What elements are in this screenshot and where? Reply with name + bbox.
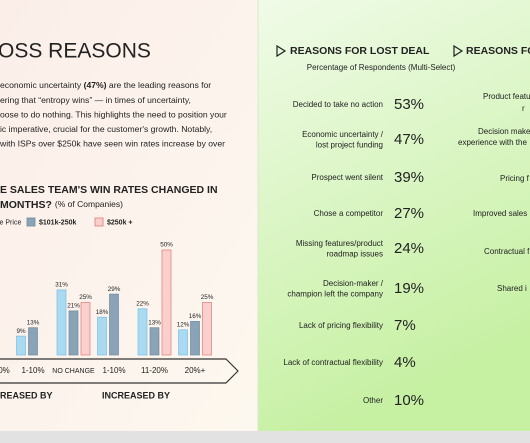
paragraph-line: with ISPs over $250k have seen win rates… (0, 138, 225, 148)
x-tick-label: NO CHANGE (52, 368, 95, 375)
row-label: Economic uncertainty / (302, 130, 384, 139)
row-value: 47% (394, 131, 424, 148)
bar (28, 327, 38, 356)
value-label: 21% (67, 303, 80, 310)
row-label: Decided to take no action (293, 100, 383, 109)
row-value: 24% (394, 240, 424, 257)
row-label: Lack of pricing flexibility (299, 321, 383, 330)
paragraph-line: economic uncertainty (47%) are the leadi… (0, 80, 211, 90)
chart-title: MONTHS? (% of Companies) (0, 199, 123, 211)
chart-title: E SALES TEAM'S WIN RATES CHANGED IN (0, 184, 218, 196)
right-panel (258, 0, 530, 431)
bar (16, 335, 26, 356)
value-label: 18% (96, 309, 109, 316)
value-label: 13% (27, 319, 40, 326)
row-value: 39% (394, 169, 424, 186)
value-label: 29% (108, 286, 121, 293)
legend-swatch (94, 217, 104, 227)
row-label: Prospect went silent (311, 173, 383, 182)
row-label: Shared i (497, 284, 527, 293)
row-label: lost project funding (316, 140, 383, 149)
row-value: 19% (394, 280, 424, 297)
paragraph-line: oose to do nothing. This highlights the … (0, 109, 227, 119)
x-tick-label: 0% (0, 366, 10, 375)
row-label: Chose a competitor (314, 209, 384, 218)
row-label: Decision make (478, 127, 530, 136)
row-label: Pricing f (500, 174, 530, 183)
value-label: 16% (189, 313, 202, 320)
axis-arrow (0, 358, 239, 384)
text: are the leading reasons for (107, 80, 212, 90)
text-bold: (47%) (84, 80, 107, 90)
icon (453, 44, 464, 58)
value-label: 9% (16, 328, 26, 335)
row-label: r (522, 104, 525, 113)
row-label: roadmap issues (327, 249, 383, 258)
x-tick-label: 1-10% (21, 366, 44, 375)
value-label: 25% (201, 294, 214, 301)
value-label: 22% (136, 300, 149, 307)
bar (68, 310, 79, 356)
x-tick-label: 20%+ (185, 366, 206, 375)
legend-swatch (26, 217, 36, 227)
text: economic uncertainty (0, 80, 84, 90)
legend-label: le Price (0, 219, 21, 226)
row-label: Lack of contractual flexibility (283, 358, 383, 367)
group-label: REASED BY (0, 390, 53, 400)
value-label: 50% (160, 242, 173, 249)
row-label: champion left the company (287, 289, 383, 298)
section-subtitle: Percentage of Respondents (Multi-Select) (307, 63, 456, 72)
legend-label: $101k-250k (39, 219, 76, 226)
bar (109, 293, 119, 356)
section-header: REASONS FOR (466, 45, 530, 57)
row-label: Other (363, 396, 383, 405)
legend-label: $250k + (107, 219, 133, 226)
row-label: Contractual f (484, 247, 530, 256)
row-label: Missing features/product (296, 239, 384, 248)
bar (161, 249, 172, 356)
value-label: 13% (148, 319, 161, 326)
paragraph-line: ic imperative, crucial for the customer'… (0, 124, 212, 134)
bar (137, 308, 148, 356)
x-tick-label: 11-20% (141, 366, 168, 375)
left-title: OSS REASONS (0, 40, 151, 63)
text: (% of Companies) (55, 199, 123, 209)
x-tick-label: 1-10% (102, 366, 125, 375)
bar (190, 321, 200, 356)
row-value: 53% (394, 96, 424, 113)
bar (202, 302, 212, 356)
row-value: 7% (394, 317, 416, 334)
row-label: Decision-maker / (323, 279, 384, 288)
bar (56, 289, 67, 356)
row-value: 4% (394, 354, 416, 371)
value-label: 31% (55, 282, 68, 289)
text: MONTHS? (0, 199, 52, 211)
bar (178, 329, 188, 356)
row-value: 27% (394, 205, 424, 222)
bar (149, 327, 160, 356)
group-label: INCREASED BY (102, 390, 170, 400)
value-label: 12% (177, 321, 190, 328)
bar (80, 302, 91, 356)
bar (97, 316, 107, 356)
icon (276, 44, 287, 58)
row-label: Improved sales (473, 209, 527, 218)
row-value: 10% (394, 392, 424, 409)
row-label: experience with the (458, 138, 527, 147)
paragraph-line: ering that “entropy wins” — in times of … (0, 95, 191, 105)
section-header: REASONS FOR LOST DEAL (290, 45, 430, 57)
value-label: 25% (79, 294, 92, 301)
row-label: Product featu (483, 92, 530, 101)
